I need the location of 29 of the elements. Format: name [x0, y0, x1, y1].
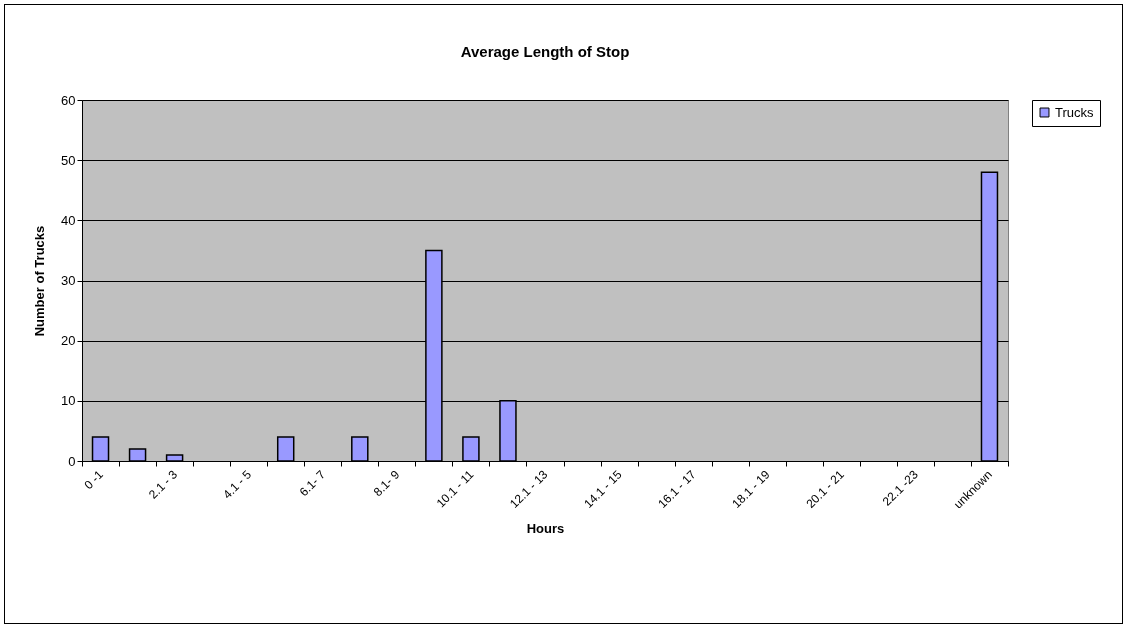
y-axis-title: Number of Trucks	[32, 225, 48, 337]
x-tick-label: 2.1 - 3	[146, 467, 181, 502]
x-tick-label: 20.1 - 21	[803, 467, 847, 511]
y-tick-label: 50	[61, 152, 76, 168]
bar	[91, 436, 110, 462]
legend-label: Trucks	[1055, 104, 1095, 120]
y-tick-label: 10	[61, 393, 76, 409]
x-tick-label: 22.1 -23	[879, 467, 922, 509]
x-tick-label: 8.1- 9	[370, 467, 403, 500]
x-tick-label: 4.1 - 5	[220, 467, 255, 502]
bar	[276, 436, 295, 462]
chart-title: Average Length of Stop	[460, 43, 630, 60]
x-tick-label: 14.1 - 15	[581, 467, 625, 511]
bar	[462, 436, 480, 462]
x-axis-title: Hours	[526, 520, 565, 536]
x-tick-label: 10.1 - 11	[433, 467, 477, 511]
x-tick-label: 0 -1	[81, 467, 107, 493]
x-tick-label: 16.1 - 17	[655, 467, 699, 511]
bar	[165, 454, 184, 462]
y-tick-label: 0	[68, 453, 76, 469]
y-tick-label: 40	[61, 212, 76, 228]
x-tick-label: 18.1 - 19	[729, 467, 773, 511]
bar	[351, 436, 369, 462]
y-tick-label: 30	[61, 273, 76, 288]
x-tick-label: 12.1 - 13	[507, 467, 551, 511]
y-tick-label: 60	[61, 92, 76, 108]
y-tick-label: 20	[61, 333, 76, 349]
bar	[128, 448, 147, 462]
x-tick-label: 6.1- 7	[296, 467, 329, 500]
